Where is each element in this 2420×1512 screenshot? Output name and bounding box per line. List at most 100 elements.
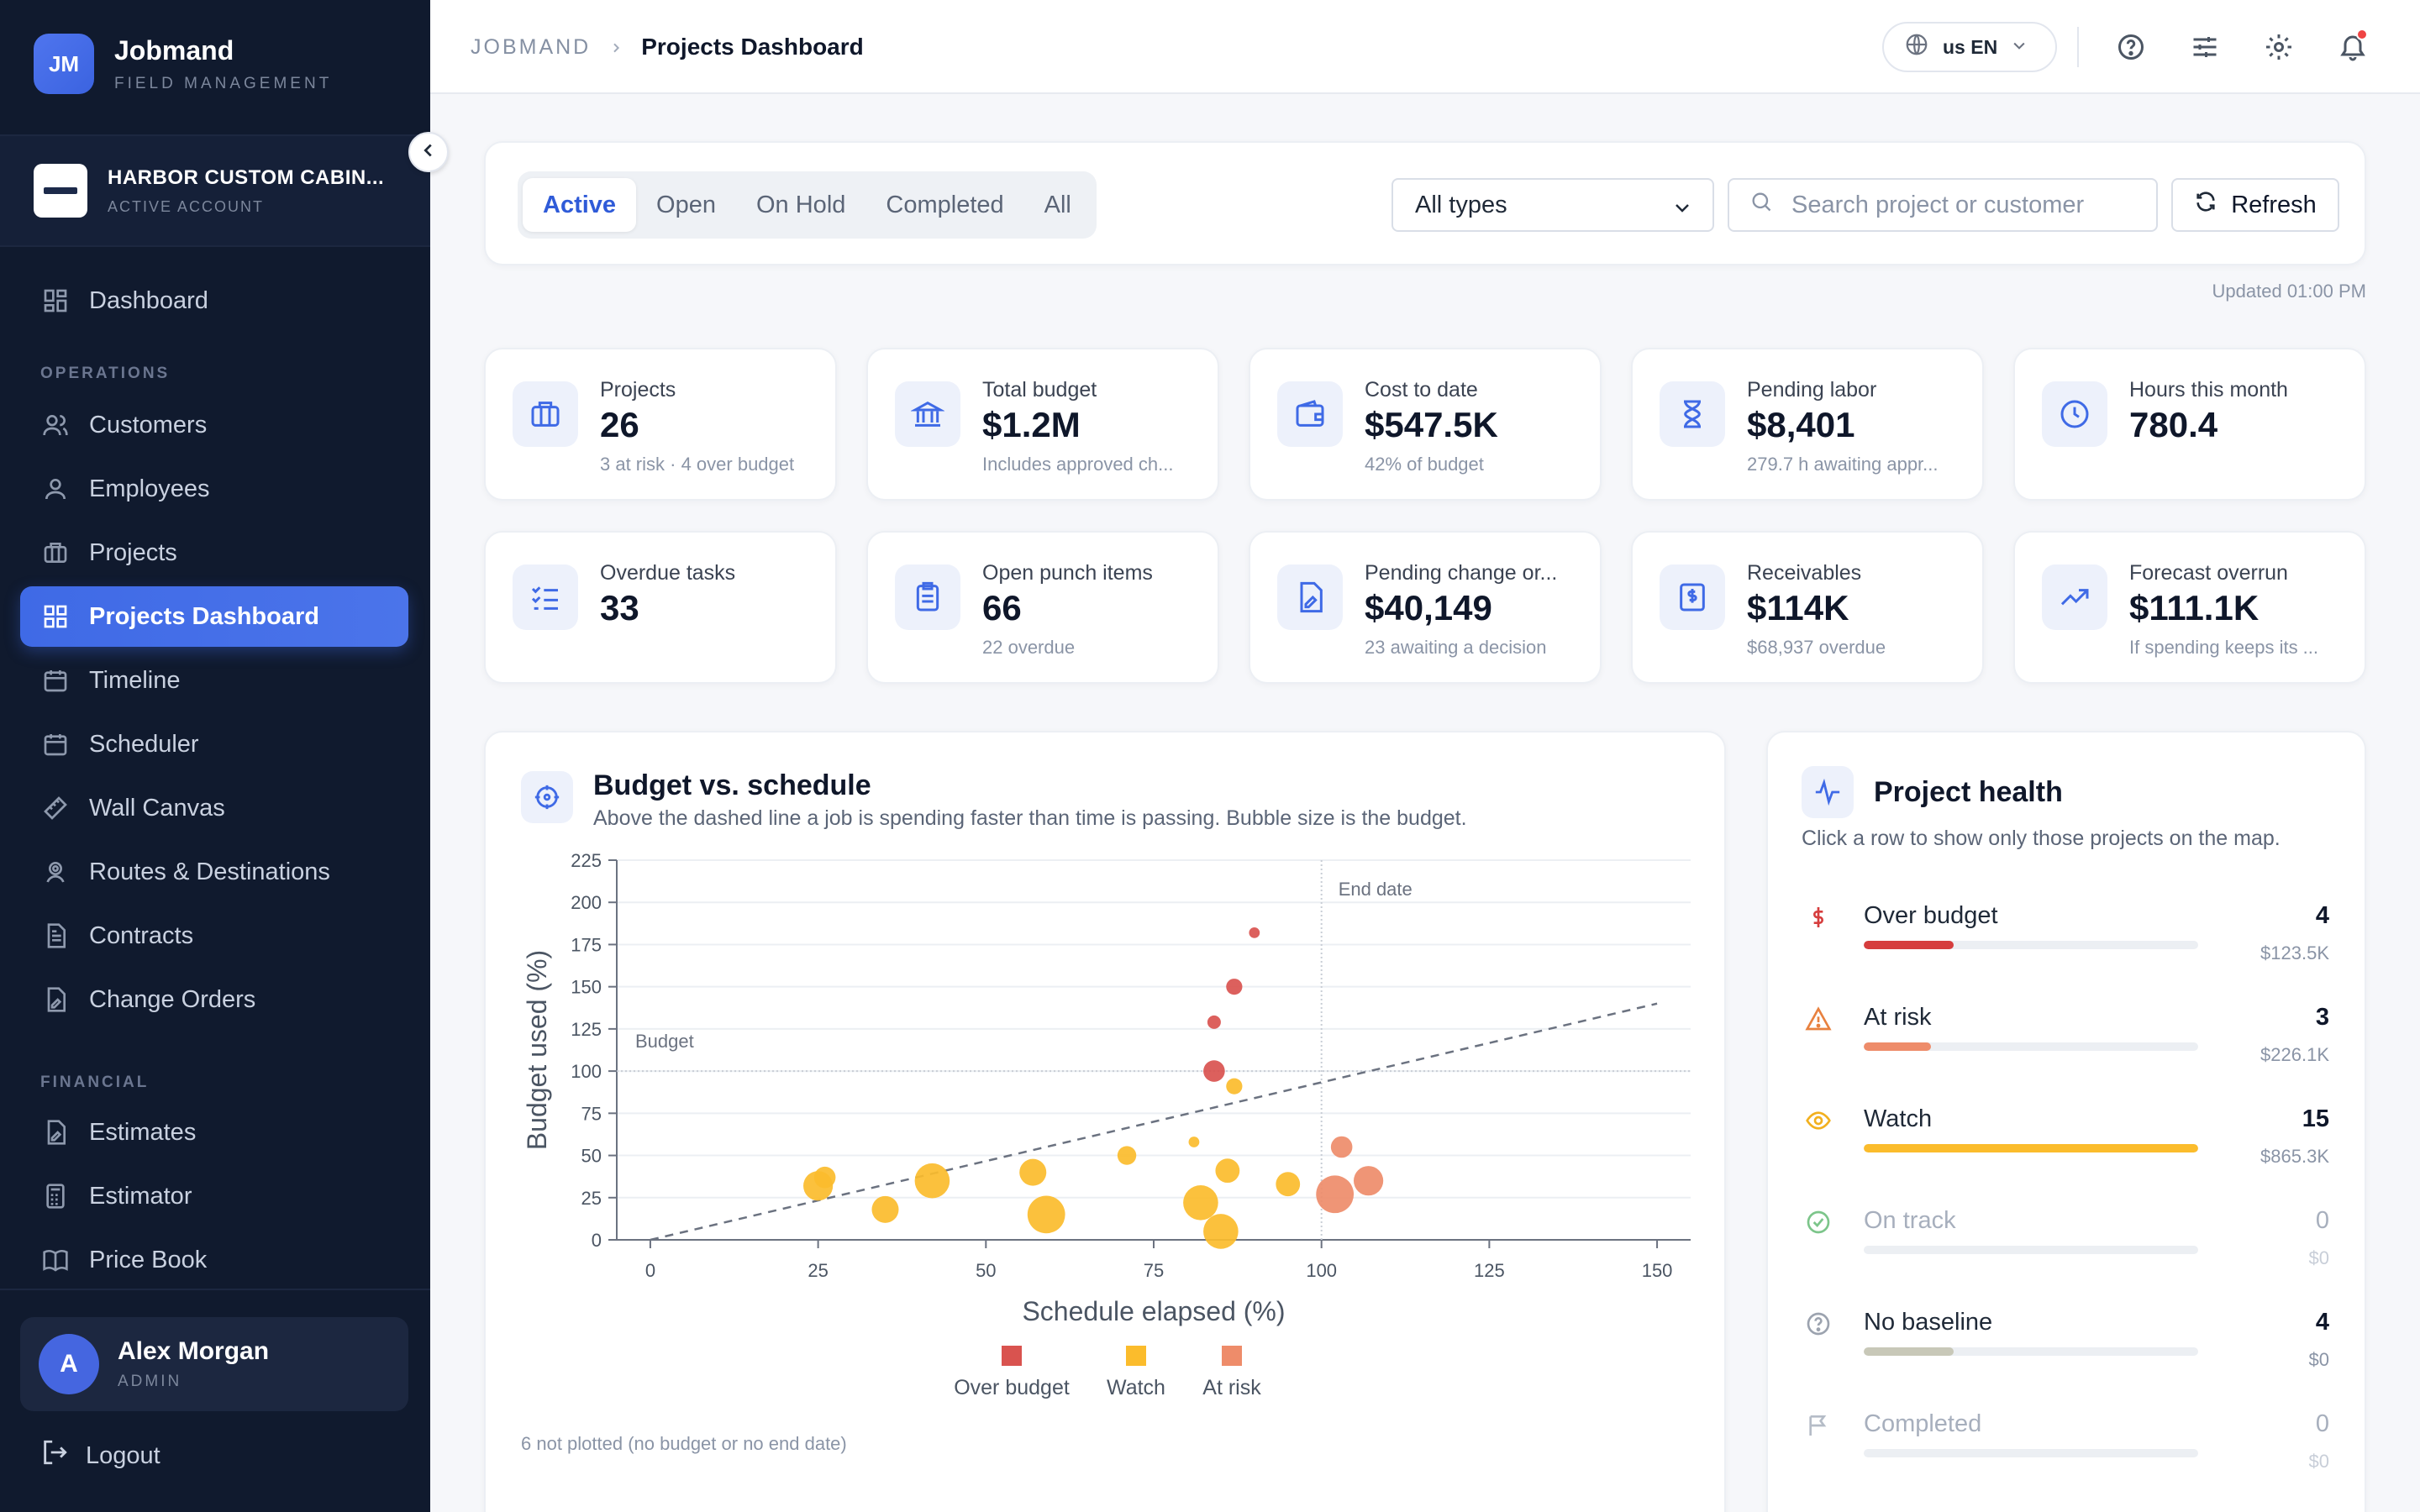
health-row-bar [1864, 1246, 2198, 1254]
data-point [1249, 927, 1260, 938]
kpi-card[interactable]: Pending labor $8,401 279.7 h awaiting appr… [1631, 348, 1984, 501]
health-row[interactable]: Completed 0 $0 [1803, 1405, 2329, 1489]
refresh-icon [2194, 190, 2217, 220]
check-circle-icon [1803, 1207, 1833, 1237]
tab-all[interactable]: All [1044, 191, 1071, 218]
x-tick-label: 0 [645, 1260, 655, 1281]
health-row-count: 3 [2315, 1004, 2329, 1031]
chart-subtitle: Above the dashed line a job is spending … [593, 806, 1467, 830]
gear-icon[interactable] [2259, 27, 2299, 67]
health-row-label: On track [1864, 1207, 1956, 1234]
calendar-icon [40, 729, 71, 759]
kpi-label: Pending labor [1747, 378, 1877, 402]
tab-on-hold[interactable]: On Hold [756, 191, 846, 218]
breadcrumb-root[interactable]: JOBMAND [471, 34, 592, 59]
sidebar-item-wall-canvas[interactable]: Wall Canvas [20, 778, 408, 838]
collapse-sidebar-button[interactable] [408, 132, 449, 172]
sidebar-item-dashboard[interactable]: Dashboard [20, 270, 408, 331]
sidebar-item-label: Contracts [89, 921, 194, 949]
health-row[interactable]: No baseline 4 $0 [1803, 1304, 2329, 1388]
calculator-icon [40, 1181, 71, 1211]
breadcrumb-current: Projects Dashboard [641, 34, 864, 60]
kpi-label: Total budget [982, 378, 1097, 402]
data-point [1226, 979, 1243, 995]
sidebar-item-estimator[interactable]: Estimator [20, 1166, 408, 1226]
sidebar-item-routes[interactable]: Routes & Destinations [20, 842, 408, 902]
kpi-label: Receivables [1747, 561, 1862, 585]
x-tick-label: 100 [1306, 1260, 1337, 1281]
divider [0, 134, 430, 136]
clipboard-icon [895, 564, 960, 630]
trending-up-icon [2042, 564, 2107, 630]
sidebar-item-price-book[interactable]: Price Book [20, 1230, 408, 1290]
refresh-button[interactable]: Refresh [2171, 178, 2339, 232]
language-selector[interactable]: us EN [1882, 22, 2057, 72]
logout-button[interactable]: Logout [40, 1438, 160, 1473]
kpi-label: Open punch items [982, 561, 1153, 585]
user-card[interactable]: A Alex Morgan ADMIN [20, 1317, 408, 1411]
kpi-card[interactable]: Overdue tasks 33 [484, 531, 837, 684]
sidebar-item-timeline[interactable]: Timeline [20, 650, 408, 711]
kpi-card[interactable]: Hours this month 780.4 [2013, 348, 2366, 501]
kpi-value: $8,401 [1747, 405, 1855, 444]
help-icon[interactable] [2111, 27, 2151, 67]
grid-icon [40, 601, 71, 632]
data-point [1183, 1185, 1218, 1221]
sidebar-item-projects-dashboard[interactable]: Projects Dashboard [20, 586, 408, 647]
kpi-card[interactable]: Receivables $114K $68,937 overdue [1631, 531, 1984, 684]
tab-active[interactable]: Active [523, 178, 637, 232]
sidebar-item-projects[interactable]: Projects [20, 522, 408, 583]
kpi-card[interactable]: Pending change or... $40,149 23 awaiting a… [1249, 531, 1602, 684]
search-icon [1749, 190, 1773, 220]
health-row[interactable]: Over budget 4 $123.5K [1803, 897, 2329, 981]
brand-name: Jobmand [114, 34, 234, 66]
filter-bar: Active Open On Hold Completed All All ty… [484, 141, 2366, 265]
sidebar-item-scheduler[interactable]: Scheduler [20, 714, 408, 774]
sidebar-item-employees[interactable]: Employees [20, 459, 408, 519]
health-row[interactable]: On track 0 $0 [1803, 1202, 2329, 1286]
health-row[interactable]: At risk 3 $226.1K [1803, 999, 2329, 1083]
logout-icon [40, 1438, 69, 1473]
file-edit-icon [1277, 564, 1343, 630]
search-input[interactable]: Search project or customer [1728, 178, 2158, 232]
kpi-card[interactable]: Forecast overrun $111.1K If spending keeps… [2013, 531, 2366, 684]
x-tick-label: 150 [1642, 1260, 1673, 1281]
chevron-down-icon [2011, 36, 2028, 59]
kpi-card[interactable]: Open punch items 66 22 overdue [866, 531, 1219, 684]
user-role: ADMIN [118, 1373, 182, 1390]
wallet-icon [1277, 381, 1343, 447]
tab-completed[interactable]: Completed [886, 191, 1004, 218]
bell-icon[interactable] [2333, 27, 2373, 67]
kpi-value: $40,149 [1365, 588, 1492, 627]
health-row-amount: $0 [2308, 1451, 2329, 1472]
data-point [1354, 1166, 1384, 1196]
sidebar-item-contracts[interactable]: Contracts [20, 906, 408, 966]
file-edit-icon [40, 1117, 71, 1147]
health-row[interactable]: Watch 15 $865.3K [1803, 1100, 2329, 1184]
sidebar-item-change-orders[interactable]: Change Orders [20, 969, 408, 1030]
sidebar-item-estimates[interactable]: Estimates [20, 1102, 408, 1163]
briefcase-icon [40, 538, 71, 568]
kpi-subtext: $68,937 overdue [1747, 637, 1886, 658]
sidebar-item-label: Timeline [89, 666, 181, 694]
sidebar-item-label: Projects [89, 538, 177, 566]
health-row-count: 4 [2315, 1309, 2329, 1336]
type-select[interactable]: All types [1392, 178, 1714, 232]
health-row-count: 0 [2315, 1207, 2329, 1234]
kpi-card[interactable]: Projects 26 3 at risk · 4 over budget [484, 348, 837, 501]
tab-open[interactable]: Open [656, 191, 716, 218]
brand[interactable]: JM Jobmand FIELD MANAGEMENT [34, 34, 332, 94]
kpi-card[interactable]: Total budget $1.2M Includes approved ch... [866, 348, 1219, 501]
sliders-icon[interactable] [2185, 27, 2225, 67]
logout-label: Logout [86, 1441, 160, 1469]
y-tick-label: 75 [581, 1103, 602, 1124]
calendar-icon [40, 665, 71, 696]
account-switcher[interactable]: HARBOR CUSTOM CABIN... ACTIVE ACCOUNT [0, 136, 430, 245]
kpi-card[interactable]: Cost to date $547.5K 42% of budget [1249, 348, 1602, 501]
y-tick-label: 225 [571, 850, 602, 871]
health-row-bar-fill [1864, 1042, 1931, 1051]
y-tick-label: 50 [581, 1146, 602, 1167]
briefcase-icon [513, 381, 578, 447]
kpi-label: Hours this month [2129, 378, 2288, 402]
sidebar-item-customers[interactable]: Customers [20, 395, 408, 455]
